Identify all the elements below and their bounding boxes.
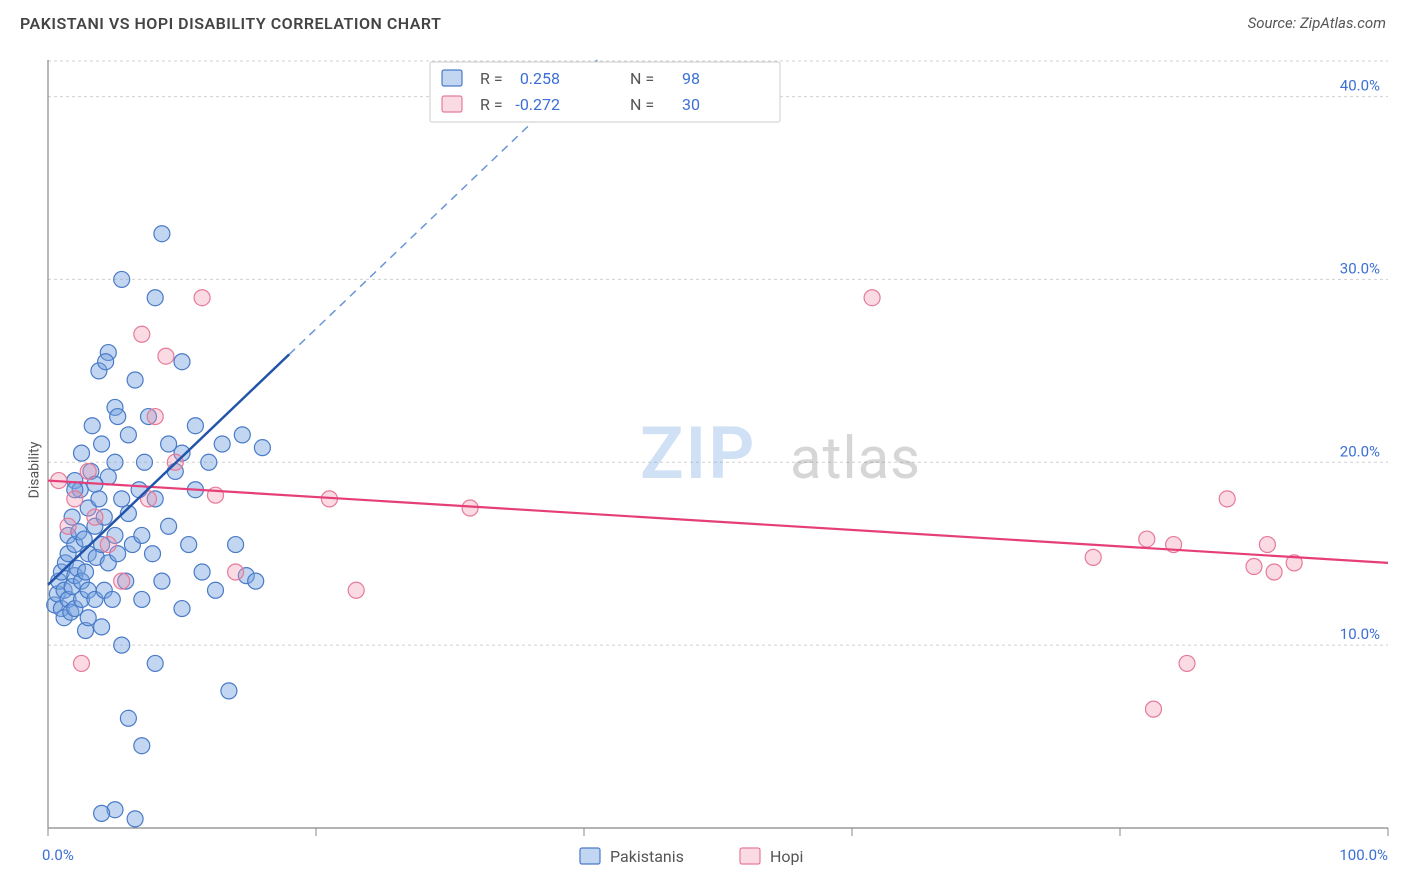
svg-text:ZIP: ZIP xyxy=(640,411,756,496)
svg-text:30: 30 xyxy=(682,95,700,114)
svg-text:N =: N = xyxy=(630,95,654,114)
source-attribution: Source: ZipAtlas.com xyxy=(1248,14,1386,32)
legend-label: Pakistanis xyxy=(610,847,684,866)
y-tick-label: 40.0% xyxy=(1340,77,1380,95)
svg-text:R =: R = xyxy=(480,69,503,88)
x-tick-label: 100.0% xyxy=(1339,846,1388,864)
svg-text:-0.272: -0.272 xyxy=(515,95,560,114)
svg-text:98: 98 xyxy=(682,69,700,88)
series-pakistanis xyxy=(47,226,271,827)
svg-text:atlas: atlas xyxy=(790,425,921,493)
watermark: ZIP atlas xyxy=(640,411,921,496)
series-hopi xyxy=(51,290,1302,717)
y-tick-label: 20.0% xyxy=(1340,442,1380,460)
y-tick-label: 30.0% xyxy=(1340,259,1380,277)
svg-text:R =: R = xyxy=(480,95,503,114)
legend: Pakistanis Hopi xyxy=(580,847,803,866)
stats-box: R = 0.258 N = 98 R = -0.272 N = 30 xyxy=(430,62,780,122)
chart-title: PAKISTANI VS HOPI DISABILITY CORRELATION… xyxy=(20,14,441,33)
y-tick-label: 10.0% xyxy=(1340,625,1380,643)
x-tick-label: 0.0% xyxy=(42,846,74,864)
svg-text:N =: N = xyxy=(630,69,654,88)
legend-label: Hopi xyxy=(770,847,803,866)
y-axis-label: Disability xyxy=(26,442,42,499)
scatter-chart: 10.0% 20.0% 30.0% 40.0% 0.0% 100.0% ZIP atlas R … xyxy=(0,48,1406,892)
svg-text:0.258: 0.258 xyxy=(520,69,560,88)
